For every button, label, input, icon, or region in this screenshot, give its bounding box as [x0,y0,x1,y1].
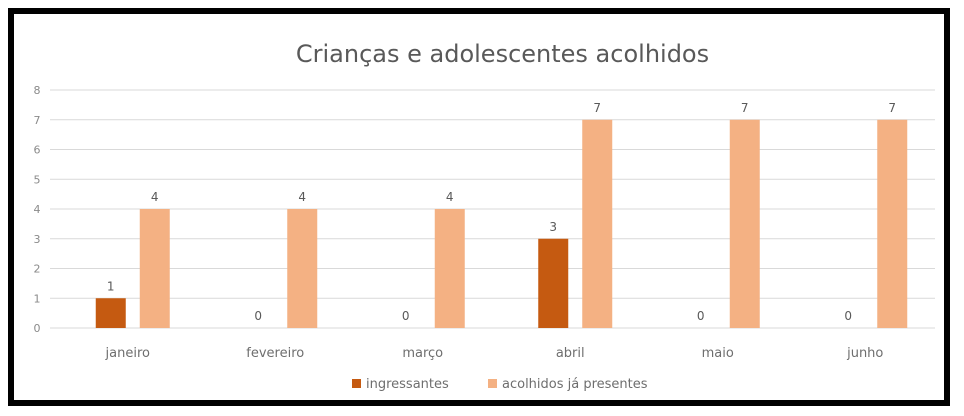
y-tick-label: 1 [34,292,41,305]
data-label: 7 [888,101,896,115]
bar-acolhidos-já-presentes-junho [877,119,908,328]
legend: ingressantes acolhidos já presentes [352,377,648,392]
data-label: 0 [697,309,705,323]
chart-title: Crianças e adolescentes acolhidos [296,40,709,68]
data-label: 0 [402,309,410,323]
data-label: 4 [151,190,159,204]
category-label: março [402,346,443,361]
bar-acolhidos-já-presentes-fevereiro [287,209,318,328]
y-tick-label: 8 [34,84,41,97]
category-label: fevereiro [246,346,304,361]
data-label: 0 [254,309,262,323]
legend-swatch [352,379,361,388]
bars [95,119,908,328]
data-label: 1 [107,279,115,293]
bar-acolhidos-já-presentes-janeiro [139,209,170,328]
data-label: 3 [549,220,557,234]
data-label: 4 [298,190,306,204]
bar-ingressantes-abril [538,238,569,328]
legend-swatch [488,379,497,388]
category-label: junho [846,346,883,361]
y-tick-label: 0 [34,322,41,335]
category-label: maio [702,346,734,361]
y-tick-label: 5 [34,173,41,186]
legend-label: ingressantes [366,377,449,392]
y-axis-ticks: 0 1 2 3 4 5 6 7 8 [34,84,41,335]
bar-acolhidos-já-presentes-abril [582,119,613,328]
y-tick-label: 3 [34,233,41,246]
x-axis-categories: janeiro fevereiro março abril maio junho [105,346,884,361]
bar-ingressantes-janeiro [95,298,126,328]
bar-acolhidos-já-presentes-maio [729,119,760,328]
data-label: 7 [593,101,601,115]
data-label: 0 [844,309,852,323]
y-tick-label: 7 [34,114,41,127]
chart-frame [8,8,950,406]
data-labels: 1 4 0 4 0 4 3 7 0 7 0 7 [107,101,896,323]
category-label: abril [556,346,585,361]
gridlines [50,89,935,329]
bar-acolhidos-já-presentes-março [434,209,465,328]
legend-label: acolhidos já presentes [502,377,648,392]
category-label: janeiro [105,346,150,361]
y-tick-label: 4 [34,203,41,216]
data-label: 4 [446,190,454,204]
y-tick-label: 2 [34,263,41,276]
y-tick-label: 6 [34,144,41,157]
data-label: 7 [741,101,749,115]
